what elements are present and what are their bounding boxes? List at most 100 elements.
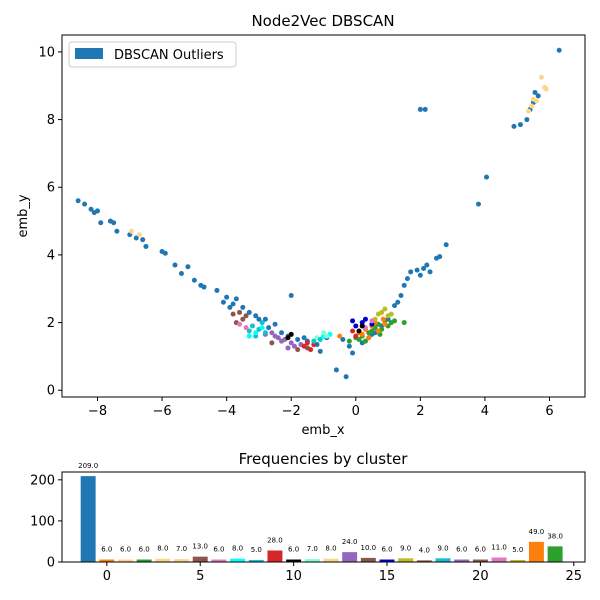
scatter-point-s11-2 [356, 328, 362, 334]
scatter-point-s6-0 [253, 330, 259, 336]
scatter-point-s6-4 [246, 333, 252, 339]
bar-cluster-10 [286, 559, 302, 562]
scatter-point-s0-58 [443, 242, 449, 248]
scatter-point-s7-0 [304, 340, 310, 346]
bar-cluster-23 [528, 541, 544, 562]
scatter-point-s0-55 [427, 269, 433, 275]
bar-value-label-13: 24.0 [342, 538, 358, 546]
scatter-point-s9-5 [375, 311, 381, 317]
scatter-point-s0-52 [417, 272, 423, 278]
scatter-point-s0-77 [395, 299, 401, 305]
scatter-point-s4-1 [240, 316, 246, 322]
scatter-point-s0-71 [535, 93, 541, 99]
scatter-xtick-label: 6 [545, 404, 553, 419]
scatter-point-s0-62 [422, 106, 428, 112]
scatter-point-s1-10 [369, 328, 375, 334]
bar-value-label-12: 8.0 [325, 545, 336, 553]
scatter-point-s0-65 [511, 123, 517, 129]
scatter-point-s8-3 [350, 318, 356, 324]
scatter-ytick-label: 10 [38, 45, 55, 60]
bar-xtick-label: 5 [196, 569, 204, 584]
scatter-point-s3-5 [285, 345, 291, 351]
bar-cluster-9 [267, 550, 283, 562]
scatter-point-s1-12 [356, 336, 362, 342]
scatter-xtick-label: 2 [416, 404, 424, 419]
scatter-point-s1-9 [362, 338, 368, 344]
scatter-point-s0-46 [392, 303, 398, 309]
scatter-point-s8-0 [353, 323, 359, 329]
scatter-point-s11-3 [359, 323, 365, 329]
scatter-xtick-label: −2 [282, 404, 301, 419]
scatter-point-s0-40 [350, 350, 356, 356]
scatter-ytick-label: 8 [47, 113, 55, 128]
scatter-point-s0-60 [343, 374, 349, 380]
bar-cluster-3 [155, 558, 171, 562]
bar-value-label-11: 7.0 [307, 545, 318, 553]
scatter-point-s0-64 [484, 174, 490, 180]
bar-value-label-10: 6.0 [288, 546, 299, 554]
bar-ytick-label: 0 [47, 556, 55, 571]
scatter-xtick-label: −4 [217, 404, 236, 419]
scatter-point-s0-54 [424, 262, 430, 268]
scatter-point-s3-6 [279, 338, 285, 344]
scatter-point-s12-4 [543, 86, 549, 92]
scatter-point-s0-70 [532, 90, 538, 96]
bar-cluster-5 [192, 556, 208, 562]
scatter-point-s10-1 [237, 321, 243, 327]
bar-value-label-16: 9.0 [400, 544, 411, 552]
scatter-point-s0-50 [408, 269, 414, 275]
scatter-point-s0-0 [75, 198, 81, 204]
scatter-point-s0-22 [220, 299, 226, 305]
bar-value-label-19: 6.0 [456, 546, 467, 554]
scatter-ytick-label: 0 [47, 384, 55, 399]
bar-cluster-17 [416, 560, 432, 562]
scatter-point-s5-2 [262, 330, 268, 336]
bar-value-label-14: 10.0 [361, 544, 377, 552]
scatter-ytick-label: 6 [47, 181, 55, 196]
bar-cluster-2 [136, 559, 152, 562]
bar-cluster-11 [304, 559, 320, 562]
scatter-point-s1-13 [346, 338, 352, 344]
bar-value-label-9: 28.0 [267, 536, 283, 544]
bar-cluster-7 [230, 558, 246, 562]
scatter-point-s13-1 [324, 333, 330, 339]
scatter-point-s0-75 [301, 335, 307, 341]
scatter-point-s7-5 [350, 328, 356, 334]
bar-cluster-8 [248, 559, 264, 562]
legend-swatch [75, 48, 103, 59]
scatter-point-s7-3 [301, 343, 307, 349]
scatter-points [75, 47, 562, 380]
bar-value-label-0: 6.0 [101, 546, 112, 554]
scatter-point-s5-1 [249, 323, 255, 329]
scatter-point-s0-20 [201, 284, 207, 290]
scatter-point-s0-47 [398, 293, 404, 298]
scatter-point-s0-73 [288, 293, 294, 298]
scatter-point-s5-4 [259, 320, 265, 326]
bar-cluster-22 [510, 559, 526, 562]
bar-xtick-label: 20 [472, 569, 489, 584]
scatter-point-s13-0 [321, 330, 326, 336]
scatter-point-s0-31 [279, 330, 285, 336]
bar-value-label--1: 209.0 [78, 462, 98, 470]
scatter-point-s6-1 [259, 325, 265, 331]
scatter-point-s10-0 [243, 325, 249, 331]
scatter-point-s11-1 [288, 331, 294, 337]
bar-cluster-6 [211, 559, 227, 562]
scatter-point-s12-5 [534, 98, 540, 104]
scatter-xtick-label: 0 [352, 404, 360, 419]
bar-cluster-20 [472, 559, 488, 562]
scatter-point-s0-5 [98, 220, 104, 226]
bar-value-label-3: 8.0 [157, 545, 168, 553]
scatter-point-s7-1 [308, 347, 314, 353]
scatter-point-s14-1 [317, 336, 323, 342]
scatter-point-s2-7 [337, 333, 343, 339]
bar-value-label-4: 7.0 [176, 545, 187, 553]
bar-value-label-22: 5.0 [512, 546, 523, 554]
scatter-xtick-label: −8 [88, 404, 107, 419]
scatter-point-s12-6 [128, 228, 134, 234]
scatter-x-label: emb_x [301, 423, 344, 438]
bar-cluster--1 [80, 476, 96, 562]
scatter-title: Node2Vec DBSCAN [251, 12, 394, 30]
scatter-point-s0-38 [340, 336, 346, 342]
